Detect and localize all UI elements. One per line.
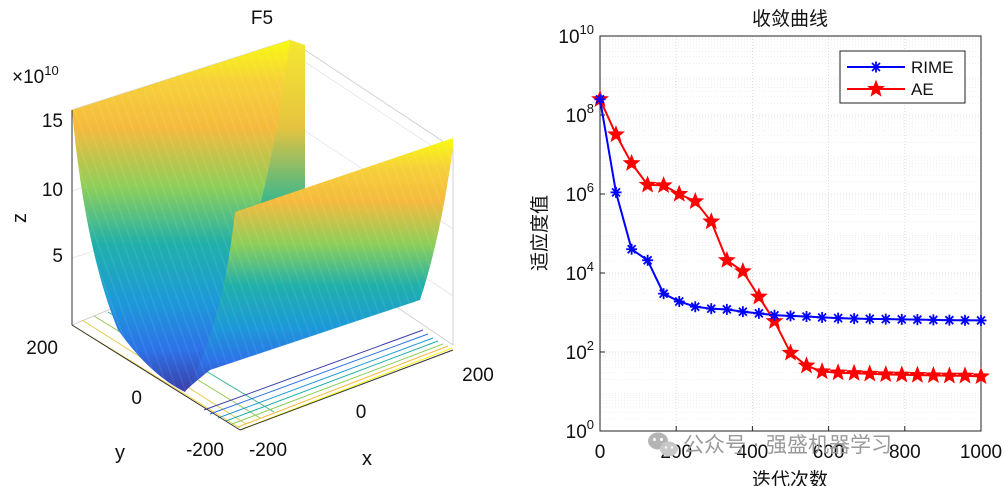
legend-box <box>839 50 966 104</box>
data-point-rime <box>848 313 860 325</box>
x-tick-label: 400 <box>737 442 769 463</box>
data-point-rime <box>911 314 923 326</box>
data-point-rime <box>943 314 955 326</box>
data-point-rime <box>959 314 971 326</box>
convergence-title: 收敛曲线 <box>752 8 828 30</box>
data-point-rime <box>785 310 796 322</box>
data-point-rime <box>610 186 622 198</box>
legend-star-marker <box>867 79 885 97</box>
plot-border <box>599 35 982 432</box>
surface-right-shading <box>185 138 453 392</box>
series-layer <box>591 89 990 385</box>
data-point-rime <box>768 309 780 321</box>
data-point-ae <box>924 365 943 384</box>
watermark-text: 公众号 · 强盛机器学习 <box>683 433 892 457</box>
data-point-rime <box>642 254 654 266</box>
data-point-ae <box>654 175 673 194</box>
x-tick: 0 <box>356 402 367 423</box>
data-point-ae <box>908 365 927 383</box>
legend-asterisk-marker <box>870 61 882 73</box>
tick-layer: 100102104106108101002004006008001000 <box>558 22 1002 463</box>
surface-left-shading <box>72 40 290 392</box>
data-point-rime <box>927 314 939 326</box>
data-point-ae <box>956 366 974 384</box>
data-point-ae <box>845 363 864 381</box>
z-tick: 10 <box>42 180 63 201</box>
data-point-ae <box>670 184 689 202</box>
z-tick: 5 <box>52 246 63 267</box>
data-point-rime <box>594 93 606 105</box>
x-tick-label: 800 <box>889 442 921 463</box>
x-tick-label: 600 <box>813 442 845 463</box>
surface-front-axes <box>71 110 454 431</box>
y-tick-label: 106 <box>566 180 594 206</box>
z-axis-label: z <box>9 213 31 223</box>
y-tick-label: 100 <box>566 417 594 443</box>
data-point-rime <box>801 311 813 323</box>
legend: RIME AE <box>839 50 966 104</box>
y-axis-label: y <box>115 442 125 464</box>
y-tick-label: 102 <box>566 338 594 364</box>
data-point-ae <box>860 364 879 382</box>
y-tick: 0 <box>131 388 142 409</box>
data-point-rime <box>864 313 876 325</box>
y-tick-label: 104 <box>566 259 594 285</box>
data-point-rime <box>673 295 685 307</box>
data-point-ae <box>813 362 832 380</box>
data-point-rime <box>721 303 733 315</box>
legend-label-ae: AE <box>911 80 934 99</box>
data-point-ae <box>876 365 895 383</box>
data-point-rime <box>753 307 765 319</box>
x-tick: -200 <box>249 440 287 461</box>
y-tick-label: 1010 <box>558 22 594 48</box>
data-point-ae <box>781 343 800 361</box>
data-point-ae <box>797 356 816 374</box>
legend-label-rime: RIME <box>911 58 954 77</box>
x-axis-label: x <box>362 448 372 470</box>
data-point-rime <box>705 303 717 315</box>
data-point-rime <box>626 243 638 255</box>
x-tick: 200 <box>462 365 494 386</box>
legend-marker-ae <box>867 79 885 97</box>
x-tick-label: 0 <box>595 442 606 463</box>
surface-plot: F5 ×1010 15 10 5 z 200 0 -200 y -200 0 2… <box>9 8 494 470</box>
data-point-rime <box>689 301 701 313</box>
data-point-ae <box>686 191 705 210</box>
data-point-ae <box>717 250 736 268</box>
data-point-rime <box>975 314 987 326</box>
data-point-rime <box>816 311 828 323</box>
z-exponent-label: ×1010 <box>12 63 59 88</box>
wechat-icon <box>648 432 678 457</box>
y-tick-label: 108 <box>566 101 594 127</box>
data-point-ae <box>749 287 768 305</box>
data-point-rime <box>832 312 844 324</box>
convergence-plot: 100102104106108101002004006008001000 收敛曲… <box>529 8 1002 486</box>
convergence-x-label: 迭代次数 <box>752 469 828 486</box>
data-point-ae <box>638 175 657 193</box>
data-point-rime <box>880 313 892 325</box>
z-tick: 15 <box>42 111 63 132</box>
surface-title: F5 <box>251 8 273 29</box>
data-point-ae <box>702 212 721 230</box>
convergence-y-label: 适应度值 <box>529 195 551 271</box>
x-tick-label: 1000 <box>960 442 1002 463</box>
y-tick: 200 <box>26 338 58 359</box>
data-point-ae <box>733 262 752 279</box>
data-point-rime <box>737 306 749 318</box>
legend-marker-rime <box>870 61 882 73</box>
data-point-ae <box>892 365 911 383</box>
data-point-ae <box>940 366 959 384</box>
data-point-ae <box>622 153 641 171</box>
data-point-rime <box>896 313 908 325</box>
watermark: 公众号 · 强盛机器学习 <box>648 432 892 457</box>
data-point-rime <box>658 288 670 300</box>
data-point-ae <box>829 363 848 381</box>
y-tick: -200 <box>186 440 224 461</box>
data-point-ae <box>972 367 990 385</box>
data-point-ae <box>607 125 625 143</box>
